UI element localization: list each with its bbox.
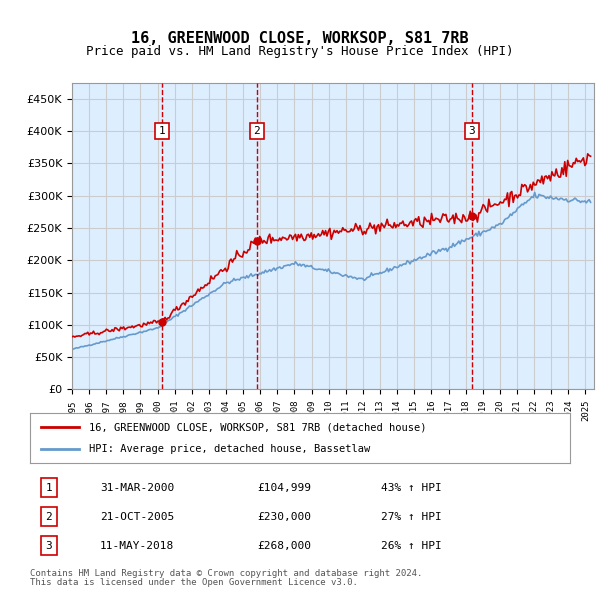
Text: 21-OCT-2005: 21-OCT-2005 bbox=[100, 512, 175, 522]
Text: 43% ↑ HPI: 43% ↑ HPI bbox=[381, 483, 442, 493]
Text: 3: 3 bbox=[46, 541, 52, 551]
Text: This data is licensed under the Open Government Licence v3.0.: This data is licensed under the Open Gov… bbox=[30, 578, 358, 588]
Text: 16, GREENWOOD CLOSE, WORKSOP, S81 7RB: 16, GREENWOOD CLOSE, WORKSOP, S81 7RB bbox=[131, 31, 469, 46]
Text: 26% ↑ HPI: 26% ↑ HPI bbox=[381, 541, 442, 551]
Text: HPI: Average price, detached house, Bassetlaw: HPI: Average price, detached house, Bass… bbox=[89, 444, 371, 454]
Text: 1: 1 bbox=[46, 483, 52, 493]
Text: 2: 2 bbox=[46, 512, 52, 522]
Text: 27% ↑ HPI: 27% ↑ HPI bbox=[381, 512, 442, 522]
Text: £104,999: £104,999 bbox=[257, 483, 311, 493]
Text: 2: 2 bbox=[253, 126, 260, 136]
Text: £268,000: £268,000 bbox=[257, 541, 311, 551]
Text: Price paid vs. HM Land Registry's House Price Index (HPI): Price paid vs. HM Land Registry's House … bbox=[86, 45, 514, 58]
Text: 3: 3 bbox=[469, 126, 475, 136]
Text: £230,000: £230,000 bbox=[257, 512, 311, 522]
Text: 16, GREENWOOD CLOSE, WORKSOP, S81 7RB (detached house): 16, GREENWOOD CLOSE, WORKSOP, S81 7RB (d… bbox=[89, 422, 427, 432]
Text: 1: 1 bbox=[158, 126, 165, 136]
Text: 31-MAR-2000: 31-MAR-2000 bbox=[100, 483, 175, 493]
Text: 11-MAY-2018: 11-MAY-2018 bbox=[100, 541, 175, 551]
Text: Contains HM Land Registry data © Crown copyright and database right 2024.: Contains HM Land Registry data © Crown c… bbox=[30, 569, 422, 578]
